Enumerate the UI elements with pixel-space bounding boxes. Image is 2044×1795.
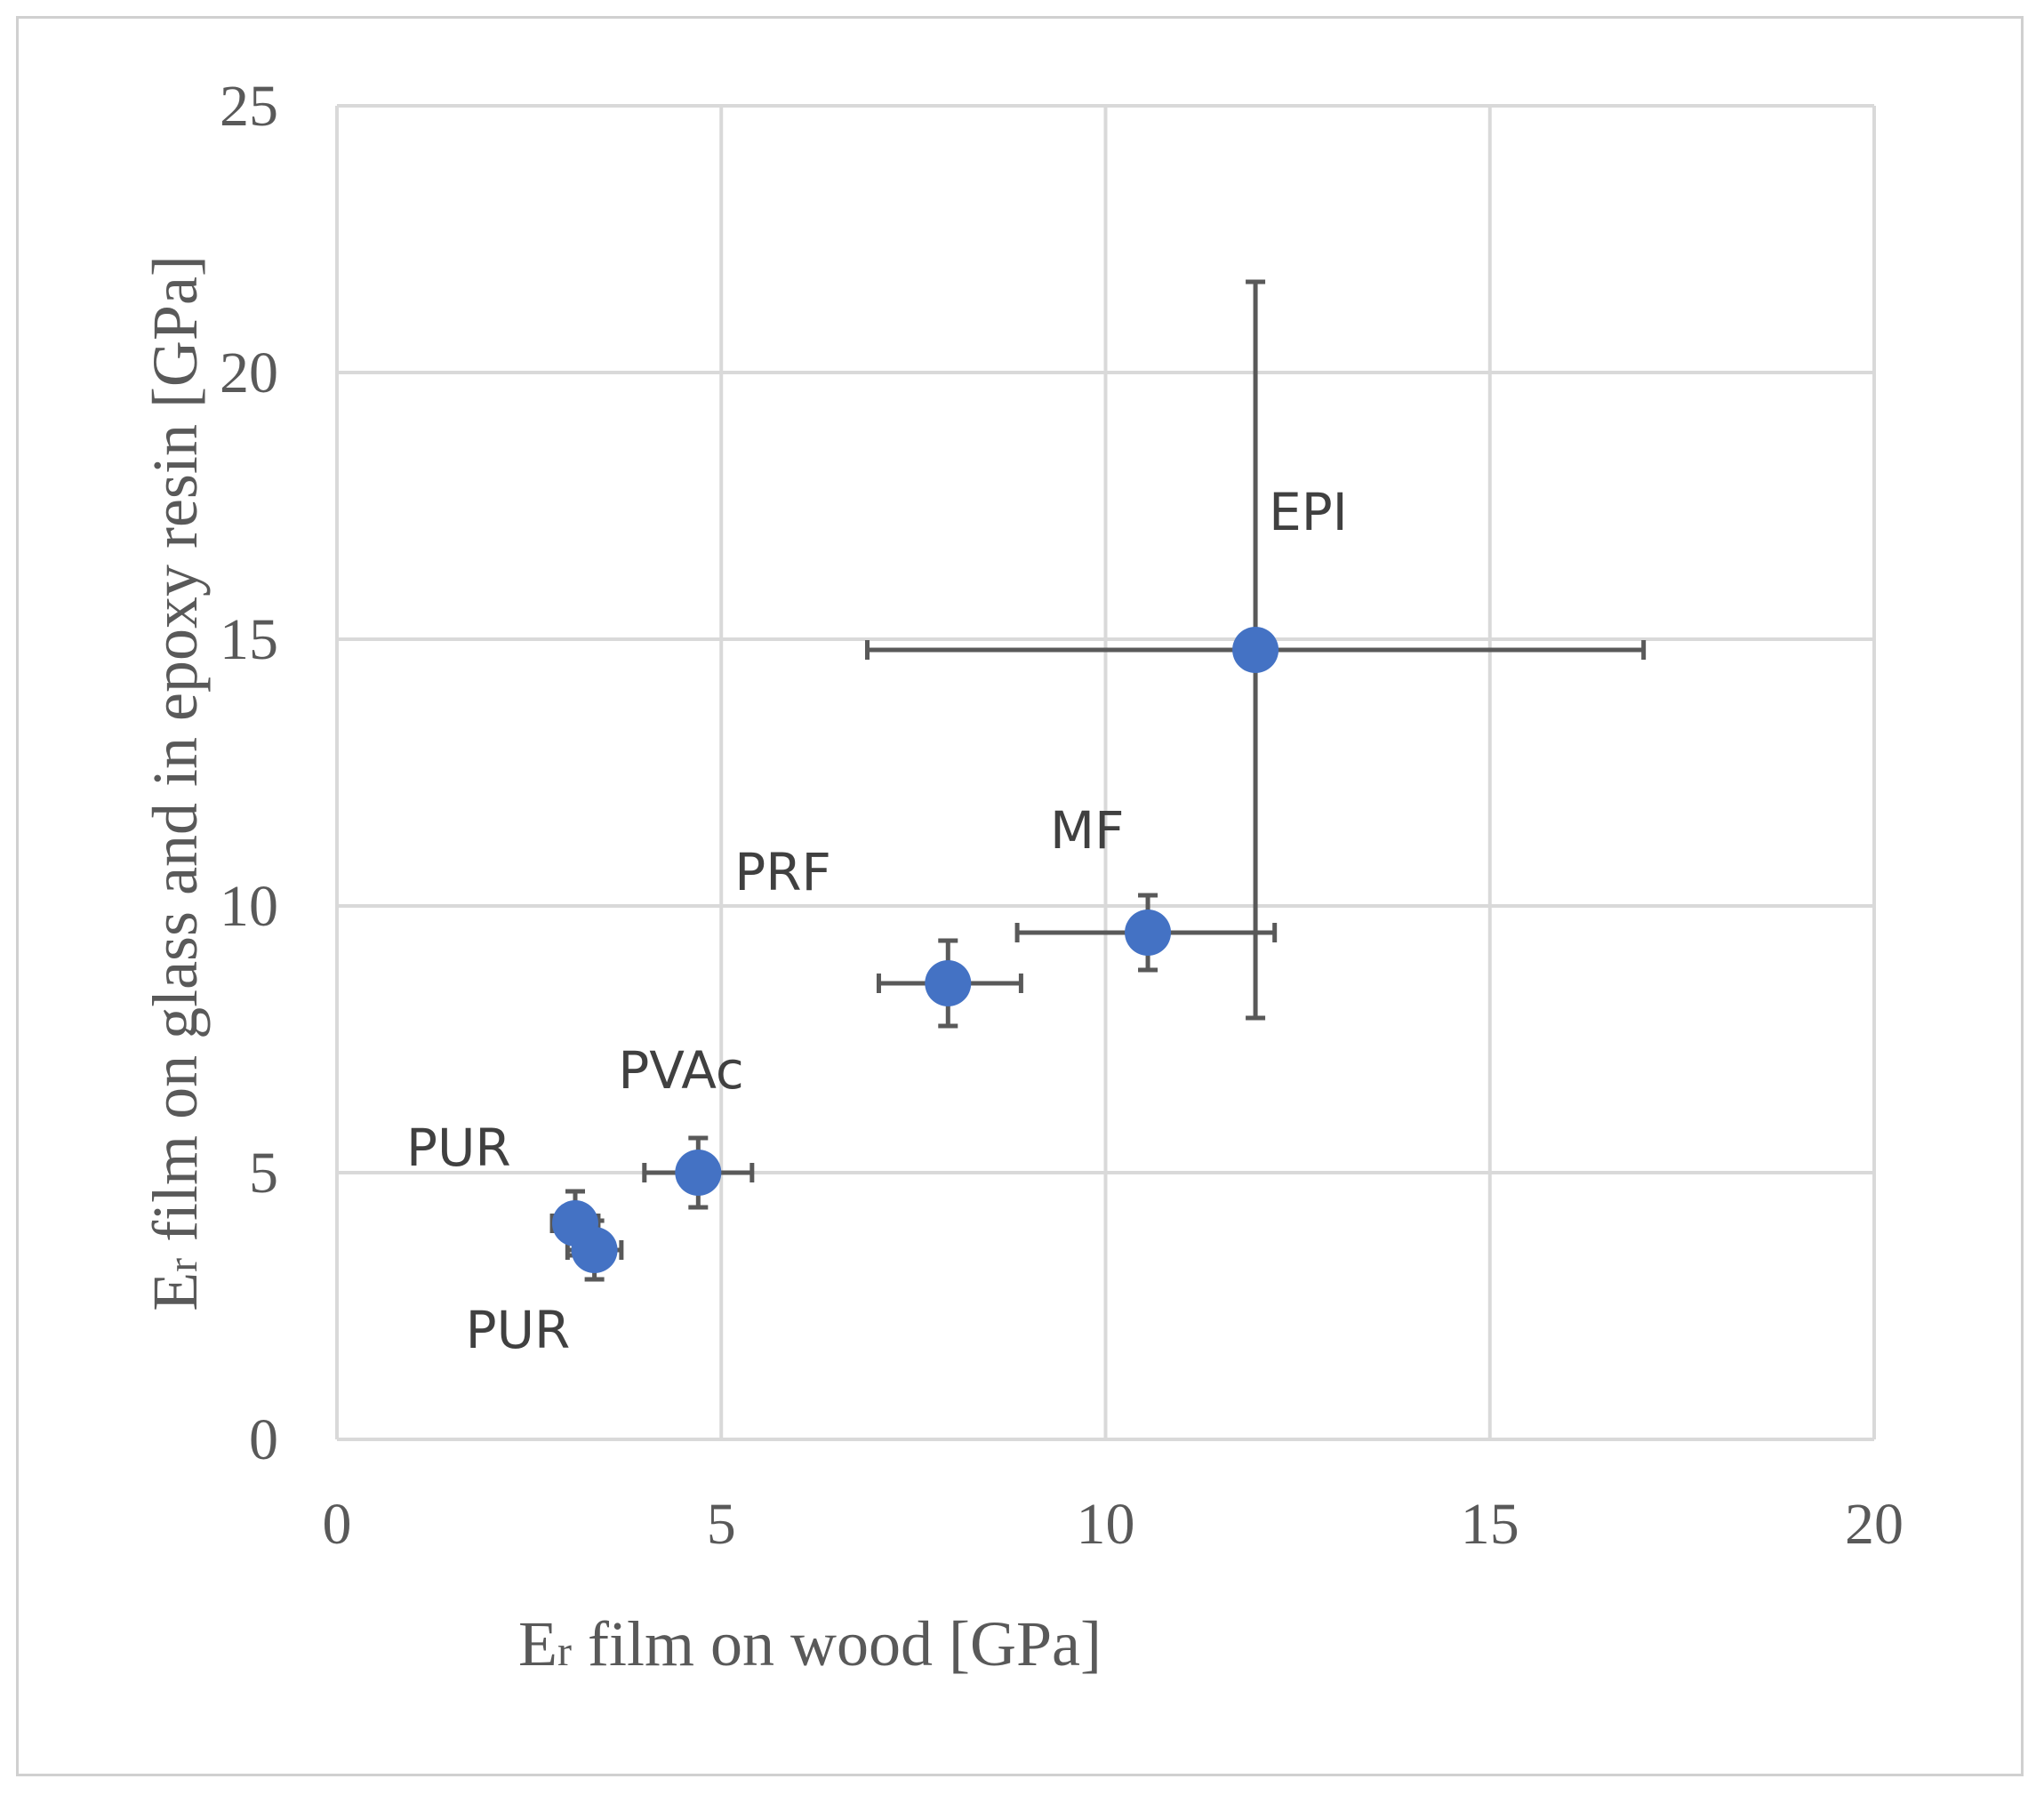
tick-labels: 0 5 10 15 20 25 0 5 10 15 20 <box>220 74 1904 1557</box>
point-label: PVAc <box>618 1040 744 1101</box>
data-point <box>675 1150 722 1196</box>
data-point <box>925 960 972 1006</box>
y-axis-title: Er film on glass and in epoxy resin [GPa… <box>140 255 211 1311</box>
data-point <box>1232 627 1279 673</box>
x-tick-label: 0 <box>323 1492 352 1557</box>
x-tick-label: 10 <box>1077 1492 1135 1557</box>
x-tick-label: 5 <box>707 1492 736 1557</box>
x-tick-label: 15 <box>1461 1492 1519 1557</box>
y-tick-label: 0 <box>249 1407 278 1472</box>
data-point <box>1125 910 1172 956</box>
x-tick-label: 20 <box>1845 1492 1904 1557</box>
chart-frame: EPI MF PRF PVAc PUR PUR 0 5 10 15 20 25 0 5 10 15 20 Er… <box>16 16 2024 1776</box>
point-label: PUR <box>406 1118 511 1178</box>
point-labels: EPI MF PRF PVAc PUR PUR <box>406 482 1348 1360</box>
data-point <box>571 1227 618 1273</box>
error-bars <box>549 279 1647 1282</box>
point-label: PUR <box>466 1300 571 1360</box>
scatter-chart: EPI MF PRF PVAc PUR PUR 0 5 10 15 20 25 0 5 10 15 20 Er… <box>140 74 1904 1679</box>
grid <box>335 104 1876 1441</box>
data-points <box>551 627 1279 1273</box>
y-tick-label: 5 <box>249 1141 278 1206</box>
y-tick-label: 15 <box>220 607 278 672</box>
y-tick-label: 20 <box>220 341 278 405</box>
point-label: EPI <box>1269 482 1348 542</box>
point-label: MF <box>1050 800 1124 861</box>
y-tick-label: 10 <box>220 874 278 939</box>
point-label: PRF <box>734 842 831 902</box>
y-tick-label: 25 <box>220 74 278 139</box>
x-axis-title: Er film on wood [GPa] <box>518 1608 1102 1679</box>
